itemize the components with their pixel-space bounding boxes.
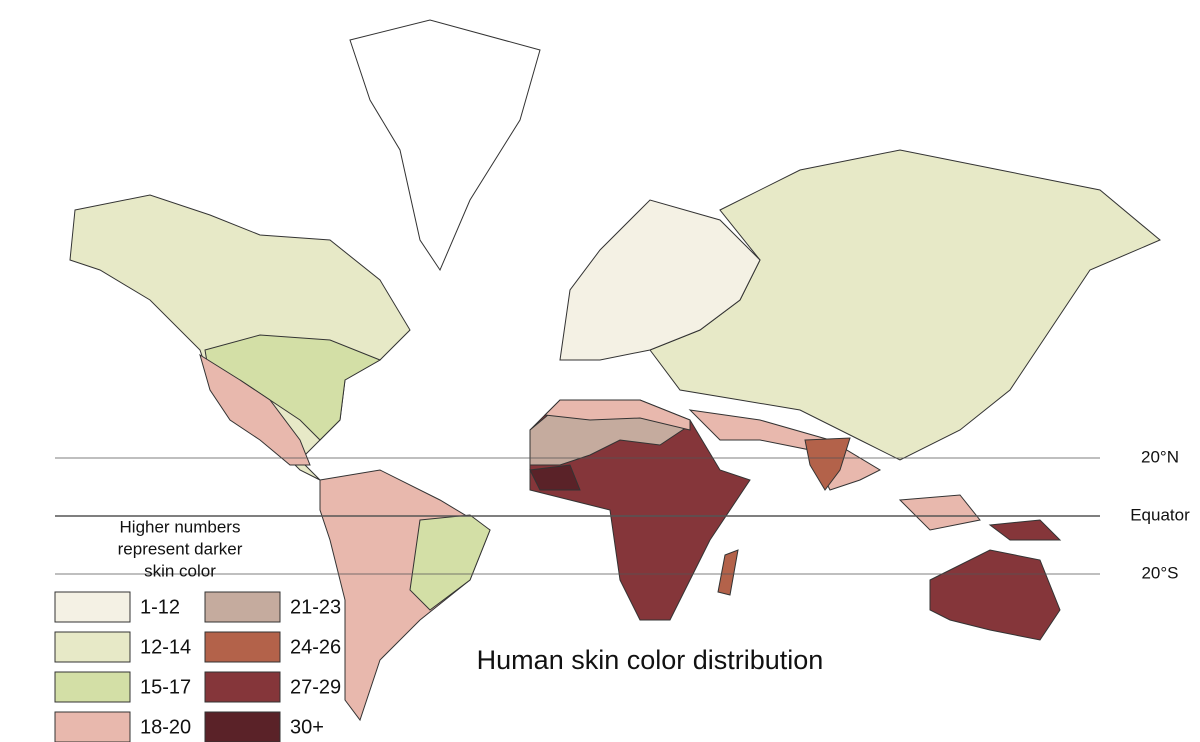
legend-label: 12-14 xyxy=(140,636,191,658)
legend-label: 27-29 xyxy=(290,676,341,698)
note-line: Higher numbers xyxy=(120,517,241,536)
indonesia xyxy=(898,494,981,531)
legend-label: 18-20 xyxy=(140,716,191,738)
legend-swatch xyxy=(204,711,281,742)
legend-label: 15-17 xyxy=(140,676,191,698)
south-america xyxy=(319,469,491,722)
legend-swatch xyxy=(204,591,281,623)
note-line: represent darker xyxy=(118,539,243,558)
legend-swatch xyxy=(54,711,131,742)
legend-label: 21-23 xyxy=(290,596,341,618)
latitude-label: Equator xyxy=(1130,505,1190,524)
legend-label: 1-12 xyxy=(140,596,180,618)
india xyxy=(804,437,851,491)
latitude-label: 20°N xyxy=(1141,447,1179,466)
legend-swatch xyxy=(204,671,281,703)
legend-swatch xyxy=(54,671,131,703)
legend: 1-12 12-14 15-17 18-20 21-23 24-26 27-29 30+ xyxy=(54,591,341,742)
map-title: Human skin color distribution xyxy=(477,645,824,675)
europe xyxy=(559,199,761,361)
latitude-label: 20°S xyxy=(1141,563,1178,582)
new-guinea xyxy=(988,519,1062,541)
north-africa xyxy=(543,399,691,431)
west-africa xyxy=(529,464,581,491)
australia xyxy=(929,549,1061,641)
legend-note: Higher numbers represent darker skin color xyxy=(118,517,243,580)
legend-swatch xyxy=(54,591,131,623)
legend-swatch xyxy=(204,631,281,663)
latitude-lines: 20°N Equator 20°S xyxy=(55,447,1190,582)
land xyxy=(69,19,1161,722)
legend-swatch xyxy=(54,631,131,663)
north-america xyxy=(69,194,411,481)
legend-label: 24-26 xyxy=(290,636,341,658)
south-america-east xyxy=(409,514,491,611)
madagascar xyxy=(717,549,739,596)
greenland xyxy=(349,19,541,272)
note-line: skin color xyxy=(144,561,216,580)
mexico xyxy=(199,353,311,466)
legend-label: 30+ xyxy=(290,716,324,738)
